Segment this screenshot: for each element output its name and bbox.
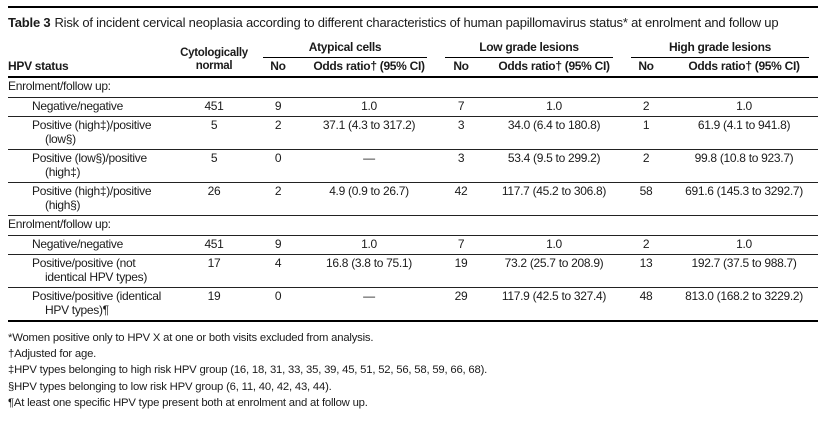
header-atypical-no: No (254, 58, 302, 78)
table-row-positive-positive-identical: Positive/positive (identical HPV types)¶… (8, 287, 819, 322)
cell-atypical-no: 9 (274, 98, 282, 113)
cell-lowgrade-no: 7 (457, 236, 465, 251)
footnote-line-double-dagger: ‡HPV types belonging to high risk HPV gr… (8, 364, 488, 377)
section-label: Enrolment/follow up: (8, 217, 111, 231)
cell-atypical-no: 4 (274, 256, 282, 270)
cell-highgrade-no: 2 (642, 98, 650, 113)
cell-lowgrade-or: 1.0 (546, 236, 562, 251)
table-caption: Table 3 Risk of incident cervical neoplas… (8, 14, 814, 31)
row-label: Positive (high‡)/positive (low§) (32, 118, 152, 146)
row-label: Negative/negative (32, 98, 123, 113)
table-footnotes: *Women positive only to HPV X at one or … (8, 330, 818, 411)
cell-atypical-no: 2 (274, 184, 282, 198)
table-caption-text: Risk of incident cervical neoplasia acco… (54, 15, 779, 30)
data-table: HPV status Cytologically normal Atypical… (8, 40, 819, 322)
table-row-negative-negative-2: Negative/negative 451 9 1.0 7 1.0 2 1.0 (8, 235, 819, 255)
cell-highgrade-or: 99.8 (10.8 to 923.7) (694, 151, 794, 165)
paper-page: Table 3 Risk of incident cervical neoplas… (8, 6, 819, 411)
footnote-line-section-mark: §HPV types belonging to low risk HPV gro… (8, 380, 332, 393)
cell-highgrade-no: 58 (639, 184, 653, 198)
cell-lowgrade-or: 34.0 (6.4 to 180.8) (507, 118, 601, 132)
cell-highgrade-no: 2 (642, 151, 650, 165)
table-row-negative-negative-1: Negative/negative 451 9 1.0 7 1.0 2 1.0 (8, 97, 819, 117)
cell-highgrade-or: 1.0 (736, 98, 752, 113)
cell-cyto-normal: 5 (210, 151, 218, 165)
cell-highgrade-or: 1.0 (736, 236, 752, 251)
footnote-line-dagger: †Adjusted for age. (8, 348, 97, 361)
cell-highgrade-or: 691.6 (145.3 to 3292.7) (685, 184, 803, 198)
cell-highgrade-or: 813.0 (168.2 to 3229.2) (685, 289, 803, 303)
cell-atypical-or: — (363, 289, 375, 303)
top-rule (8, 6, 818, 8)
cell-lowgrade-or: 1.0 (546, 98, 562, 113)
cell-atypical-or: 37.1 (4.3 to 317.2) (322, 118, 416, 132)
cell-highgrade-no: 48 (639, 289, 653, 303)
header-group-high-grade-lesions: High grade lesions (622, 40, 818, 58)
cell-atypical-no: 9 (274, 236, 282, 251)
cell-atypical-or: 1.0 (361, 98, 377, 113)
header-highgrade-no: No (622, 58, 671, 78)
cell-atypical-or: 4.9 (0.9 to 26.7) (329, 184, 409, 198)
table-caption-label: Table 3 (8, 15, 51, 30)
table-header: HPV status Cytologically normal Atypical… (8, 40, 819, 78)
header-highgrade-odds-ratio: Odds ratio† (95% CI) (670, 58, 819, 78)
header-atypical-odds-ratio: Odds ratio† (95% CI) (302, 58, 437, 78)
cell-cyto-normal: 5 (210, 118, 218, 132)
cell-highgrade-no: 13 (639, 256, 653, 270)
section-row-enrolment-followup-1: Enrolment/follow up: (8, 77, 819, 97)
row-label: Negative/negative (32, 236, 123, 251)
cell-lowgrade-or: 73.2 (25.7 to 208.9) (504, 256, 604, 270)
footnote-line-pilcrow: ¶At least one specific HPV type present … (8, 396, 368, 409)
cell-lowgrade-no: 3 (457, 151, 465, 165)
cell-cyto-normal: 17 (207, 256, 221, 270)
cell-highgrade-no: 2 (642, 236, 650, 251)
cell-atypical-no: 0 (274, 151, 282, 165)
header-lowgrade-odds-ratio: Odds ratio† (95% CI) (486, 58, 623, 78)
cell-atypical-no: 0 (274, 289, 282, 303)
cell-atypical-or: 16.8 (3.8 to 75.1) (326, 256, 412, 270)
cell-cyto-normal: 19 (207, 289, 221, 303)
cell-highgrade-no: 1 (642, 118, 650, 132)
cell-highgrade-or: 192.7 (37.5 to 988.7) (691, 256, 797, 270)
table-row-positive-positive-not-identical: Positive/positive (not identical HPV typ… (8, 254, 819, 288)
row-label: Positive/positive (identical HPV types)¶ (32, 289, 161, 317)
header-hpv-status: HPV status (8, 40, 174, 78)
row-label: Positive/positive (not identical HPV typ… (32, 256, 148, 284)
cell-lowgrade-no: 19 (454, 256, 468, 270)
cell-atypical-or: — (363, 151, 375, 165)
section-label: Enrolment/follow up: (8, 79, 111, 93)
header-cytologically-normal: Cytologically normal (174, 40, 254, 78)
header-group-atypical-cells: Atypical cells (254, 40, 436, 58)
header-lowgrade-no: No (436, 58, 487, 78)
cell-highgrade-or: 61.9 (4.1 to 941.8) (697, 118, 791, 132)
cell-lowgrade-no: 42 (454, 184, 468, 198)
cell-cyto-normal: 451 (204, 236, 224, 251)
table-row-positive-low-positive-high: Positive (low§)/positive (high‡) 5 0 — 3… (8, 149, 819, 183)
table-body: Enrolment/follow up: Negative/negative 4… (8, 77, 819, 322)
table-row-positive-high-positive-low: Positive (high‡)/positive (low§) 5 2 37.… (8, 116, 819, 150)
header-group-low-grade-lesions: Low grade lesions (436, 40, 622, 58)
row-label: Positive (low§)/positive (high‡) (32, 151, 147, 179)
section-row-enrolment-followup-2: Enrolment/follow up: (8, 215, 819, 236)
cell-atypical-or: 1.0 (361, 236, 377, 251)
cell-lowgrade-no: 7 (457, 98, 465, 113)
cell-atypical-no: 2 (274, 118, 282, 132)
cell-lowgrade-or: 53.4 (9.5 to 299.2) (507, 151, 601, 165)
cell-cyto-normal: 451 (204, 98, 224, 113)
cell-cyto-normal: 26 (207, 184, 221, 198)
cell-lowgrade-no: 3 (457, 118, 465, 132)
table-row-positive-high-positive-high: Positive (high‡)/positive (high§) 26 2 4… (8, 182, 819, 216)
cell-lowgrade-or: 117.7 (45.2 to 306.8) (501, 184, 607, 198)
footnote-line-asterisk: *Women positive only to HPV X at one or … (8, 332, 374, 344)
cell-lowgrade-or: 117.9 (42.5 to 327.4) (501, 289, 607, 303)
row-label: Positive (high‡)/positive (high§) (32, 184, 152, 212)
cell-lowgrade-no: 29 (454, 289, 468, 303)
